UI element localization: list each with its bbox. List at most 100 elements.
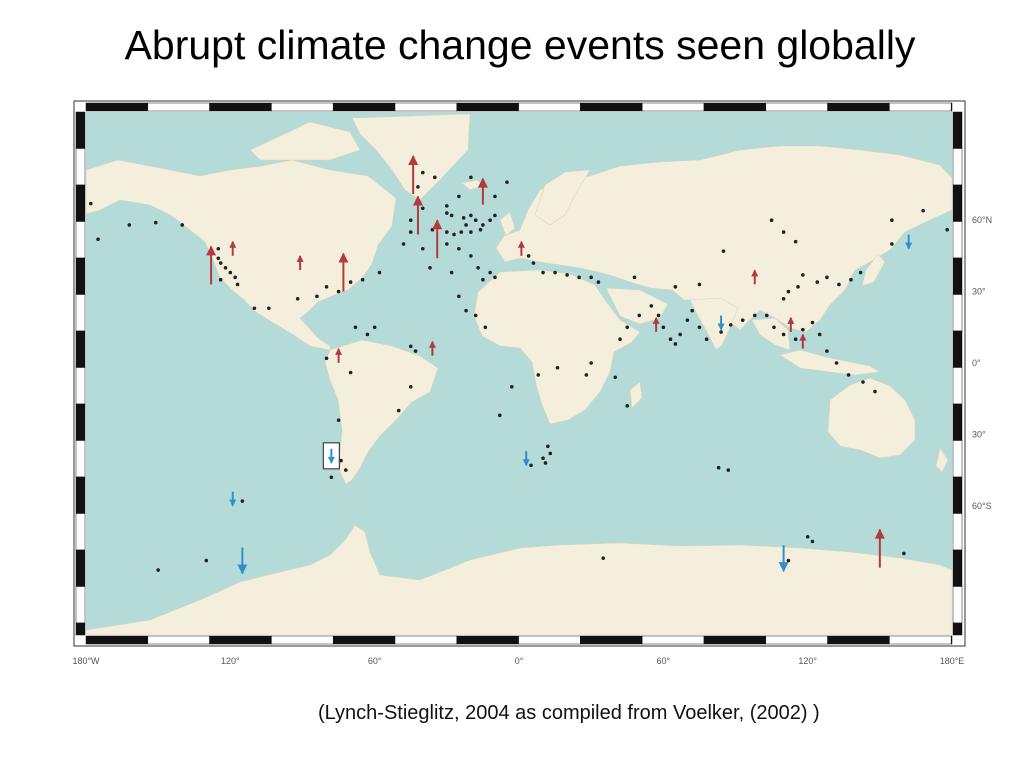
right-border-tick (952, 586, 963, 624)
bottom-border-tick (641, 635, 705, 645)
core-site-dot-icon (805, 534, 810, 539)
page-title: Abrupt climate change events seen global… (124, 22, 916, 68)
top-border-tick (703, 102, 767, 112)
blue-down-arrow-icon (717, 315, 725, 331)
core-site-dot-icon (216, 246, 221, 251)
core-site-dot-icon (218, 261, 223, 265)
core-site-dot-icon (420, 206, 425, 211)
core-site-dot-icon (921, 208, 925, 213)
core-site-dot-icon (493, 213, 497, 218)
core-site-dot-icon (360, 277, 365, 282)
core-site-dot-icon (589, 361, 593, 365)
core-site-dot-icon (153, 220, 158, 225)
core-site-dot-icon (505, 180, 509, 184)
core-site-dot-icon (543, 461, 548, 465)
core-site-dot-icon (817, 332, 822, 337)
bottom-border-tick (209, 635, 272, 645)
latitude-tick-label: 30° (972, 287, 986, 297)
frame-border-ticks (75, 102, 963, 645)
right-border-tick (952, 440, 963, 478)
left-border-tick (75, 549, 86, 587)
core-site-dot-icon (336, 418, 341, 422)
core-site-dot-icon (661, 325, 666, 330)
core-site-dot-icon (716, 465, 721, 470)
top-border-tick (518, 102, 581, 112)
core-sites (89, 170, 949, 572)
red-up-arrow-icon (412, 195, 423, 235)
land-south-america (324, 339, 439, 485)
bottom-border-tick (827, 635, 890, 645)
left-border-tick (75, 111, 86, 149)
right-border-tick (952, 221, 963, 259)
core-site-dot-icon (324, 356, 329, 361)
top-border-tick (765, 102, 828, 112)
red-up-arrow-icon (799, 333, 807, 349)
core-site-dot-icon (815, 280, 820, 284)
core-site-dot-icon (846, 373, 851, 377)
core-site-dot-icon (945, 227, 949, 232)
left-border-tick (75, 294, 86, 332)
core-site-dot-icon (781, 230, 786, 234)
right-border-tick (952, 513, 963, 551)
right-border-tick (952, 330, 963, 368)
red-up-arrow-icon (652, 316, 660, 332)
core-site-dot-icon (801, 273, 805, 277)
right-border-tick (952, 403, 963, 441)
bottom-border-tick (147, 635, 210, 645)
land-canadian-islands (249, 121, 361, 161)
core-site-dot-icon (428, 266, 432, 270)
core-site-dot-icon (632, 275, 637, 280)
core-site-dot-icon (473, 313, 478, 318)
core-site-dot-icon (781, 296, 786, 301)
core-site-dot-icon (469, 230, 473, 234)
core-site-dot-icon (801, 327, 805, 332)
core-site-dot-icon (793, 337, 798, 342)
core-site-dot-icon (396, 408, 401, 413)
core-site-dot-icon (344, 468, 348, 472)
core-site-dot-icon (180, 223, 185, 227)
land-new-zealand (935, 447, 949, 473)
blue-down-arrow-icon (322, 442, 340, 470)
land-indonesia (779, 349, 881, 376)
core-site-dot-icon (625, 325, 630, 330)
core-site-dot-icon (339, 458, 343, 463)
core-site-dot-icon (796, 285, 800, 289)
bottom-border-tick (85, 635, 149, 645)
core-site-dot-icon (353, 325, 358, 330)
core-site-dot-icon (810, 539, 815, 544)
bottom-border-tick (456, 635, 519, 645)
core-site-dot-icon (546, 444, 550, 449)
core-site-dot-icon (315, 294, 319, 299)
core-site-dot-icon (449, 270, 454, 275)
right-border-tick (952, 367, 963, 405)
core-site-dot-icon (457, 246, 461, 251)
core-site-dot-icon (649, 304, 654, 308)
core-site-dot-icon (481, 277, 485, 282)
top-border-tick (641, 102, 705, 112)
red-up-arrow-icon (428, 340, 436, 356)
core-site-dot-icon (526, 254, 531, 258)
top-border-tick (394, 102, 458, 112)
core-site-dot-icon (408, 218, 413, 222)
core-site-dot-icon (697, 282, 702, 287)
core-site-dot-icon (769, 218, 774, 222)
right-border-tick (952, 148, 963, 186)
core-site-dot-icon (324, 285, 329, 289)
core-site-dot-icon (457, 194, 461, 199)
core-site-dot-icon (668, 337, 673, 342)
core-site-dot-icon (228, 270, 233, 275)
core-site-dot-icon (445, 230, 449, 234)
core-site-dot-icon (565, 273, 569, 277)
core-site-dot-icon (849, 277, 853, 282)
left-border-tick (75, 148, 86, 186)
core-site-dot-icon (204, 558, 209, 563)
core-site-dot-icon (433, 175, 437, 180)
core-site-dot-icon (531, 261, 536, 265)
core-site-dot-icon (764, 313, 769, 318)
core-site-dot-icon (295, 296, 300, 301)
bottom-border-tick (950, 635, 953, 645)
core-site-dot-icon (216, 256, 221, 261)
right-border-tick (952, 111, 963, 149)
red-up-arrow-icon (206, 245, 217, 285)
red-up-arrow-icon (751, 269, 759, 285)
